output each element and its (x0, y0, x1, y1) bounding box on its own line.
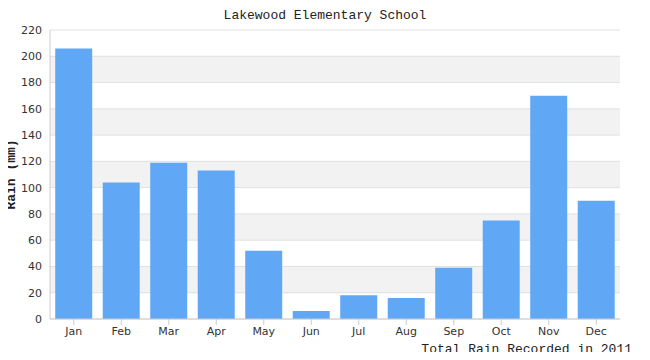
svg-text:Apr: Apr (207, 325, 227, 338)
html-text:Lakewood Elementary School: Lakewood Elementary School (223, 8, 427, 23)
svg-text:180: 180 (21, 76, 42, 89)
svg-text:Nov: Nov (538, 325, 560, 338)
svg-text:200: 200 (21, 50, 42, 63)
svg-text:Rain (mm): Rain (mm) (8, 139, 19, 209)
svg-text:Jan: Jan (64, 325, 82, 338)
svg-text:160: 160 (21, 103, 42, 116)
svg-text:Jun: Jun (302, 325, 320, 338)
svg-text:100: 100 (21, 182, 42, 195)
svg-text:20: 20 (28, 287, 42, 300)
svg-text:80: 80 (28, 208, 42, 221)
svg-text:120: 120 (21, 155, 42, 168)
svg-text:60: 60 (28, 234, 42, 247)
svg-text:Feb: Feb (112, 325, 131, 338)
html-text:Total Rain Recorded in 2011: Total Rain Recorded in 2011 (421, 342, 632, 357)
svg-text:Aug: Aug (396, 325, 417, 338)
svg-text:140: 140 (21, 129, 42, 142)
svg-text:40: 40 (28, 260, 42, 273)
svg-text:Mar: Mar (158, 325, 179, 338)
svg-text:Jul: Jul (351, 325, 365, 338)
svg-text:Sep: Sep (443, 325, 464, 338)
svg-text:Oct: Oct (492, 325, 512, 338)
svg-text:0: 0 (35, 313, 42, 326)
svg-text:Dec: Dec (586, 325, 607, 338)
svg-text:220: 220 (21, 24, 42, 37)
svg-text:May: May (252, 325, 275, 338)
